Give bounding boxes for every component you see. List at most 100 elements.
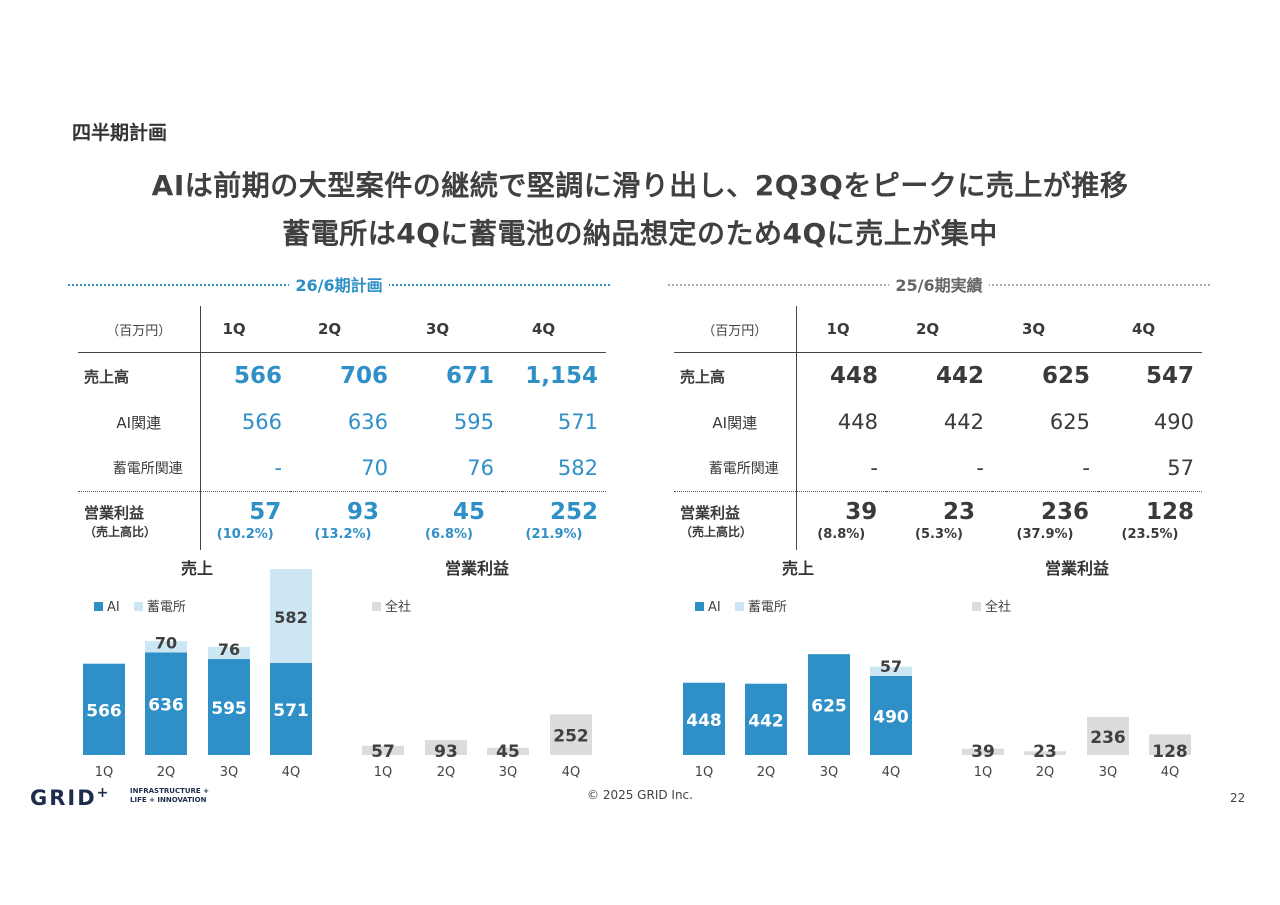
bar-ai-label: 625 [811, 697, 847, 717]
plan-op-pct-q2: (13.2%) [314, 527, 372, 543]
actual-sales-legend: AI 蓄電所 [695, 596, 787, 615]
plan-op-q2-cell: 93 (13.2%) [290, 492, 396, 550]
x-tick-label: 1Q [695, 765, 714, 780]
actual-sales-q1: 448 [829, 363, 878, 389]
x-tick-label: 1Q [974, 765, 993, 780]
actual-storage-q1: - [870, 456, 878, 480]
actual-sales-chart-title: 売上 [781, 559, 814, 578]
plan-header-row: （百万円） 1Q 2Q 3Q 4Q [78, 306, 606, 353]
plan-op-q3-cell: 45 (6.8%) [396, 492, 502, 550]
plan-op-row: 営業利益 （売上高比） 57 (10.2%) 93 (13.2%) 45 (6.8%)… [78, 491, 606, 550]
legend-storage-swatch [734, 602, 744, 611]
bar-ai [83, 663, 125, 755]
bar-storage-label: 582 [274, 608, 307, 627]
plan-title-wrap: 26/6期計画 [68, 272, 610, 296]
actual-ai-row: AI関連 448 442 625 490 [674, 399, 1202, 445]
x-tick-label: 3Q [820, 765, 839, 780]
actual-op-q2: 23 [942, 499, 975, 526]
legend-storage-label: 蓄電所 [146, 600, 186, 615]
actual-header-row: （百万円） 1Q 2Q 3Q 4Q [674, 306, 1202, 353]
plan-storage-q4: 582 [557, 456, 598, 480]
bar-ai-label: 571 [273, 701, 309, 721]
plan-ai-q3: 595 [453, 410, 494, 434]
actual-op-legend: 全社 [972, 596, 1011, 615]
legend-storage-label: 蓄電所 [747, 600, 787, 615]
headline-line1: AIは前期の大型案件の継続で堅調に滑り出し、2Q3Qをピークに売上が推移 [151, 169, 1129, 202]
legend-total-label: 全社 [385, 600, 412, 615]
x-tick-label: 4Q [882, 765, 901, 780]
bar-ai [745, 683, 787, 755]
legend-ai-label: AI [708, 600, 721, 615]
bar-total [362, 745, 404, 755]
actual-title: 25/6期実績 [889, 276, 989, 295]
actual-storage-q3: - [1082, 456, 1090, 480]
plan-op-sub: （売上高比） [84, 524, 157, 539]
bar-ai [270, 662, 312, 755]
legend-total-label: 全社 [985, 600, 1012, 615]
bar-storage-label: 70 [155, 633, 177, 652]
actual-sales-row: 売上高 448 442 625 547 [674, 352, 1202, 399]
plan-q4-header: 4Q [532, 320, 556, 338]
plan-op-q1: 57 [249, 499, 282, 526]
legend-ai-swatch [94, 602, 103, 611]
plan-sales-q2: 706 [339, 363, 388, 389]
legend-ai-label: AI [107, 600, 120, 615]
actual-q1-header: 1Q [826, 320, 850, 338]
bar-ai-label: 595 [211, 699, 247, 719]
bar-ai-label: 566 [86, 701, 122, 721]
headline-line2: 蓄電所は4Qに蓄電池の納品想定のため4Qに売上が集中 [282, 217, 998, 250]
actual-table: （百万円） 1Q 2Q 3Q 4Q 売上高 448 442 625 547 AI… [674, 306, 1202, 550]
logo-tagline-2: LIFE + INNOVATION [130, 796, 207, 804]
actual-op-q4-cell: 128 (23.5%) [1098, 492, 1202, 550]
plan-sales-chart-title: 売上 [180, 559, 213, 578]
bar-total-label: 93 [434, 742, 458, 762]
legend-total-swatch [372, 602, 381, 611]
plan-ai-q2: 636 [347, 410, 388, 434]
bar-storage-label: 57 [880, 657, 902, 676]
plan-op-pct-q4: (21.9%) [525, 527, 583, 543]
actual-op-chart-title: 営業利益 [1044, 559, 1109, 578]
bar-total [550, 714, 592, 755]
actual-ai-q4: 490 [1153, 410, 1194, 434]
legend-ai-swatch [695, 602, 704, 611]
actual-ai-q1: 448 [837, 410, 878, 434]
actual-unit: （百万円） [674, 306, 797, 353]
bar-total [1087, 716, 1129, 755]
section-label: 四半期計画 [72, 122, 168, 144]
plan-op-label-cell: 営業利益 （売上高比） [78, 491, 201, 550]
actual-sales-q3: 625 [1041, 363, 1090, 389]
plan-op-q3: 45 [452, 499, 485, 526]
actual-op-pct-q1: (8.8%) [817, 527, 866, 543]
bar-storage [270, 569, 312, 663]
bar-total [1149, 734, 1191, 755]
plan-ai-q1: 566 [241, 410, 282, 434]
x-tick-label: 4Q [1161, 765, 1180, 780]
plan-op-legend: 全社 [372, 596, 411, 615]
x-tick-label: 1Q [374, 765, 393, 780]
bar-storage [870, 666, 912, 676]
plan-sales-q3: 671 [445, 363, 494, 389]
plan-ai-row: AI関連 566 636 595 571 [78, 399, 606, 445]
actual-storage-q2: - [976, 456, 984, 480]
plan-ai-q4: 571 [557, 410, 598, 434]
plan-ai-label: AI関連 [78, 399, 201, 445]
bar-total [487, 747, 529, 755]
bar-total-label: 45 [496, 742, 520, 762]
bar-storage-label: 76 [218, 640, 240, 659]
x-tick-label: 2Q [757, 765, 776, 780]
bar-ai-label: 442 [748, 711, 784, 731]
plan-op-label: 営業利益 [84, 503, 145, 522]
bar-total-label: 57 [371, 742, 395, 762]
bar-ai-label: 448 [686, 711, 722, 731]
bar-total [425, 739, 467, 755]
copyright: © 2025 GRID Inc. [587, 788, 693, 802]
plan-sales-row: 売上高 566 706 671 1,154 [78, 352, 606, 399]
bar-ai-label: 490 [873, 707, 909, 727]
x-tick-label: 3Q [499, 765, 518, 780]
plan-sales-label: 売上高 [78, 352, 201, 399]
actual-op-pct-q2: (5.3%) [915, 527, 963, 543]
plan-storage-label: 蓄電所関連 [78, 445, 201, 492]
actual-ai-q3: 625 [1049, 410, 1090, 434]
grid-logo: GRID+ [30, 785, 110, 810]
